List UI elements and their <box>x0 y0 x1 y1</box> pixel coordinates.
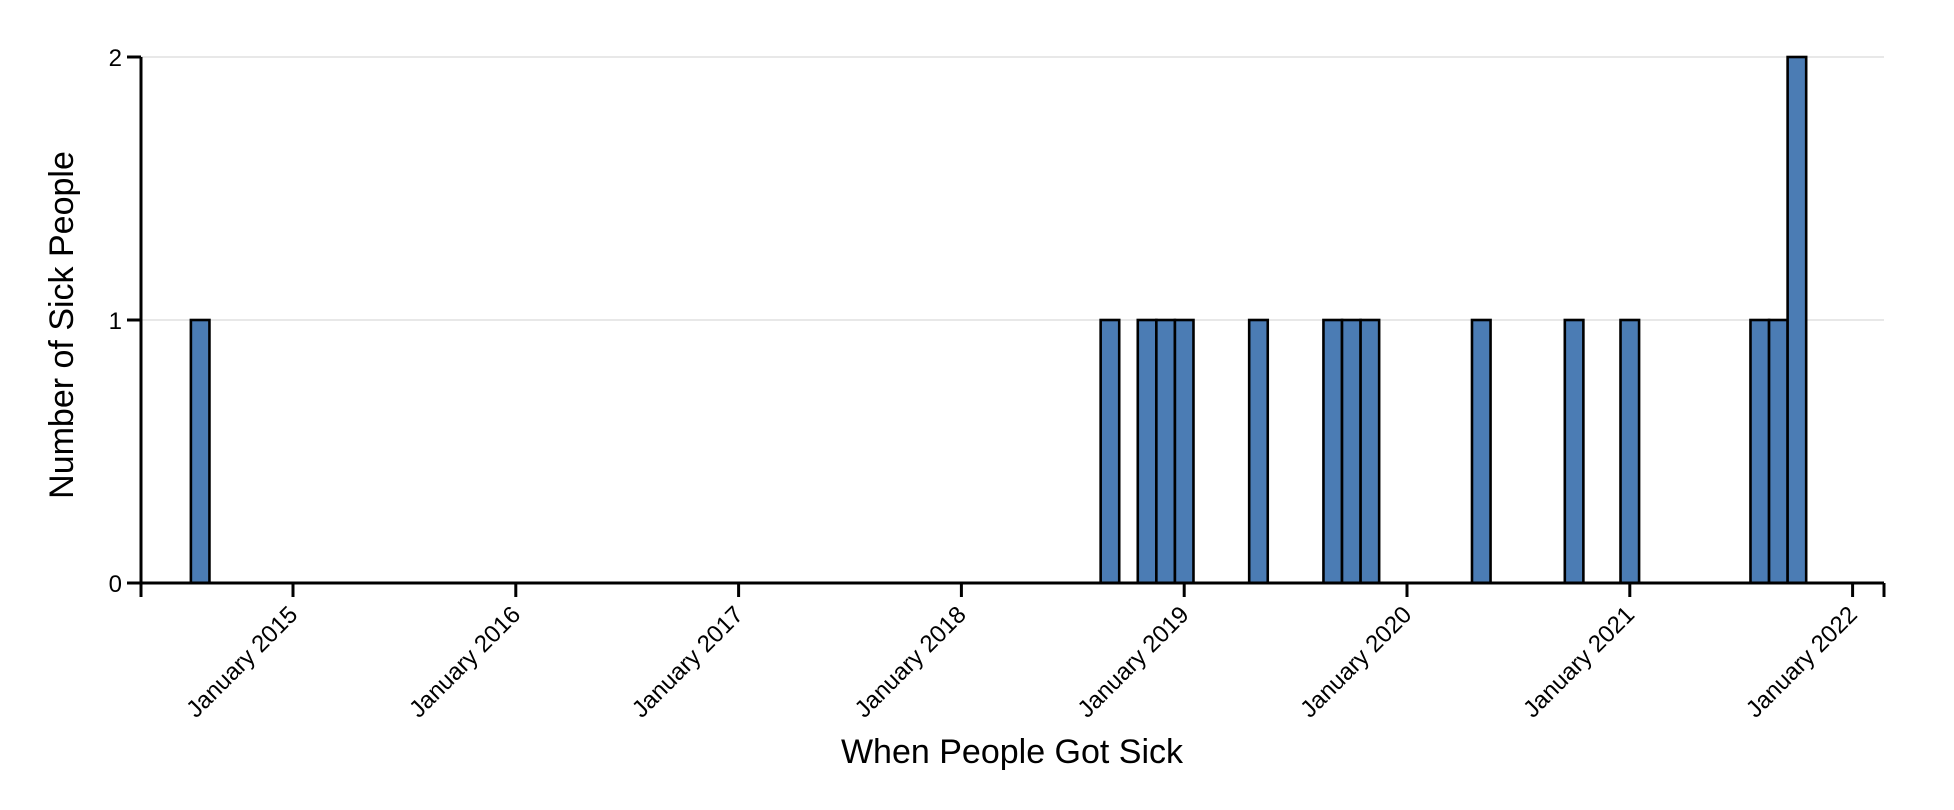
y-tick-label-2: 2 <box>109 45 122 72</box>
x-tick-label-january-2017: January 2017 <box>627 601 749 723</box>
bar-september-2018 <box>1099 318 1121 585</box>
y-axis-title: Number of Sick People <box>43 151 81 499</box>
bar-august-2014 <box>189 318 211 585</box>
bar-january-2019 <box>1173 318 1195 585</box>
bar-september-2021 <box>1767 318 1789 585</box>
tick-labels-group: 0 1 2 January 2015 January 2016 January 2017 J… <box>109 45 1863 723</box>
bar-december-2018 <box>1155 318 1177 585</box>
ticks-group <box>127 55 1886 597</box>
y-tick-label-0: 0 <box>109 571 122 598</box>
x-tick-label-january-2020: January 2020 <box>1295 601 1417 723</box>
axes-group <box>139 57 1884 597</box>
x-tick-label-january-2019: January 2019 <box>1072 601 1194 723</box>
x-tick-label-january-2016: January 2016 <box>404 601 526 723</box>
bar-september-2019 <box>1322 318 1344 585</box>
bar-may-2019 <box>1247 318 1270 585</box>
bar-november-2019 <box>1359 318 1381 585</box>
y-tick-label-1: 1 <box>109 308 122 335</box>
bar-october-2021 <box>1786 55 1808 585</box>
bar-october-2019 <box>1340 318 1362 585</box>
x-tick-label-january-2015: January 2015 <box>181 601 303 723</box>
bar-november-2018 <box>1136 318 1158 585</box>
x-tick-label-january-2018: January 2018 <box>850 601 972 723</box>
bar-may-2020 <box>1470 318 1492 585</box>
bar-january-2021 <box>1619 318 1641 585</box>
gridlines <box>141 56 1884 321</box>
x-tick-label-january-2021: January 2021 <box>1518 601 1640 723</box>
x-tick-label-january-2022: January 2022 <box>1741 601 1863 723</box>
x-axis-title: When People Got Sick <box>841 733 1184 771</box>
bar-october-2020 <box>1563 318 1585 585</box>
bar-august-2021 <box>1749 318 1771 585</box>
